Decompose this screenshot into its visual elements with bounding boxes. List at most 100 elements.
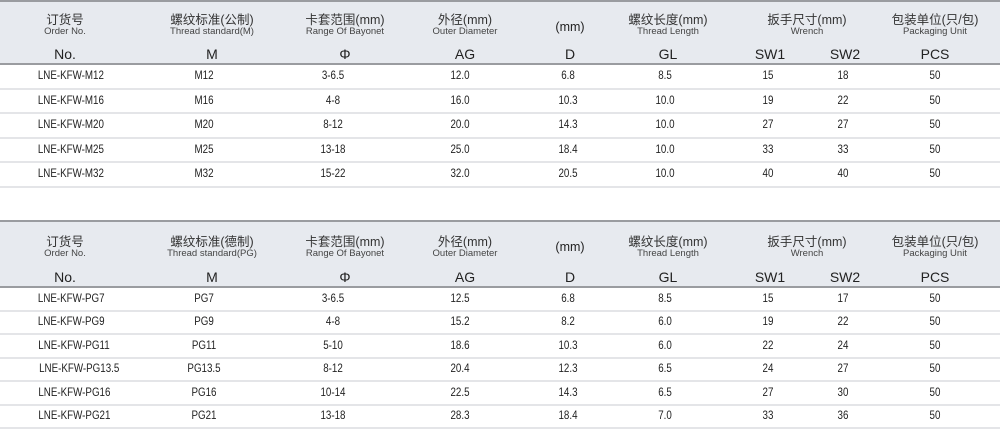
cell-text: 8.5	[658, 70, 672, 82]
table-cell: 50	[929, 70, 942, 82]
table-cell: 32.0	[449, 168, 471, 180]
cell-text: 10.3	[558, 340, 577, 352]
table-cell: 8.2	[560, 316, 576, 328]
table-cell: 8-12	[321, 119, 344, 131]
table-cell: LNE-KFW-PG7	[32, 293, 110, 305]
table-cell: 20.5	[557, 168, 579, 180]
table-cell: 22	[837, 95, 850, 107]
cell-text: M32	[194, 168, 213, 180]
table-cell: 14.3	[557, 387, 579, 399]
table-cell: PG21	[189, 410, 218, 422]
table-cell: 20.4	[449, 363, 471, 375]
table-cell: 22	[837, 316, 850, 328]
cell-text: 50	[930, 168, 941, 180]
cell-text: 6.5	[658, 387, 672, 399]
table-cell: M32	[193, 168, 215, 180]
cell-text: 19	[763, 316, 774, 328]
cell-text: 8.5	[658, 293, 672, 305]
header-thread-en: Thread standard(M)	[170, 26, 254, 37]
cell-text: M20	[194, 119, 213, 131]
cell-text: LNE-KFW-PG7	[38, 293, 105, 305]
table-cell: 6.8	[560, 293, 576, 305]
table-cell: 24	[837, 340, 850, 352]
cell-text: LNE-KFW-PG16	[38, 387, 110, 399]
cell-text: 50	[930, 70, 941, 82]
cell-text: 20.4	[450, 363, 469, 375]
cell-text: 10.0	[655, 95, 674, 107]
cell-text: 12.0	[450, 70, 469, 82]
header-d-symbol: D	[565, 46, 575, 62]
header-thread-symbol: M	[206, 269, 218, 285]
cell-text: LNE-KFW-PG13.5	[39, 363, 119, 375]
table-cell: 8.5	[657, 293, 673, 305]
cell-text: 14.3	[558, 387, 577, 399]
table-cell: 50	[929, 316, 942, 328]
table-cell: PG7	[192, 293, 215, 305]
cell-text: 8-12	[323, 119, 343, 131]
cell-text: 50	[930, 387, 941, 399]
table-cell: 17	[837, 293, 850, 305]
table-cell: 50	[929, 144, 942, 156]
table-cell: PG9	[192, 316, 215, 328]
table-cell: 10.0	[654, 119, 676, 131]
table-cell: 8-12	[321, 363, 344, 375]
table-cell: 50	[929, 293, 942, 305]
cell-text: 40	[838, 168, 849, 180]
table-cell: M20	[193, 119, 215, 131]
cell-text: 6.5	[658, 363, 672, 375]
table-cell: 3-6.5	[320, 70, 346, 82]
cell-text: 50	[930, 144, 941, 156]
cell-text: PG9	[194, 316, 214, 328]
table-cell: 15	[762, 70, 775, 82]
cell-text: 32.0	[450, 168, 469, 180]
table-cell: 50	[929, 363, 942, 375]
cell-text: LNE-KFW-PG21	[38, 410, 110, 422]
table-cell: 19	[762, 95, 775, 107]
cell-text: 40	[763, 168, 774, 180]
cell-text: 20.5	[558, 168, 577, 180]
cell-text: 4-8	[326, 316, 340, 328]
header-thread-symbol: M	[206, 46, 218, 62]
cell-text: 27	[838, 119, 849, 131]
header-order-en: Order No.	[44, 26, 86, 37]
cell-text: PG7	[194, 293, 214, 305]
header-ag-en: Outer Diameter	[433, 26, 498, 37]
table-cell: 6.8	[560, 70, 576, 82]
table-cell: 27	[762, 387, 775, 399]
header-sw2-symbol: SW2	[830, 46, 860, 62]
table-cell: 25.0	[449, 144, 471, 156]
table-cell: 4-8	[325, 316, 342, 328]
table-cell: 10.0	[654, 168, 676, 180]
cell-text: 10.0	[655, 168, 674, 180]
table-cell: LNE-KFW-PG11	[32, 340, 116, 352]
header-ag-symbol: AG	[455, 269, 475, 285]
table-cell: 6.5	[657, 387, 673, 399]
cell-text: LNE-KFW-M25	[38, 144, 104, 156]
cell-text: 6.8	[561, 293, 575, 305]
cell-text: 18.4	[558, 144, 577, 156]
table-cell: 15-22	[318, 168, 347, 180]
cell-text: 19	[763, 95, 774, 107]
cell-text: 20.0	[450, 119, 469, 131]
cell-text: 27	[763, 387, 774, 399]
table-cell: 19	[762, 316, 775, 328]
table-cell: 27	[837, 363, 850, 375]
cell-text: M16	[194, 95, 213, 107]
table-cell: 50	[929, 95, 942, 107]
table-cell: PG16	[189, 387, 218, 399]
cell-text: 10-14	[320, 387, 345, 399]
table-cell: M16	[193, 95, 215, 107]
table-cell: 20.0	[449, 119, 471, 131]
header-range-symbol: Φ	[339, 269, 350, 285]
table-cell: 22	[762, 340, 775, 352]
table-cell: 6.0	[657, 316, 673, 328]
table-cell: LNE-KFW-PG9	[32, 316, 110, 328]
cell-text: 27	[838, 363, 849, 375]
cell-text: 10.0	[655, 144, 674, 156]
cell-text: LNE-KFW-PG11	[38, 340, 109, 352]
